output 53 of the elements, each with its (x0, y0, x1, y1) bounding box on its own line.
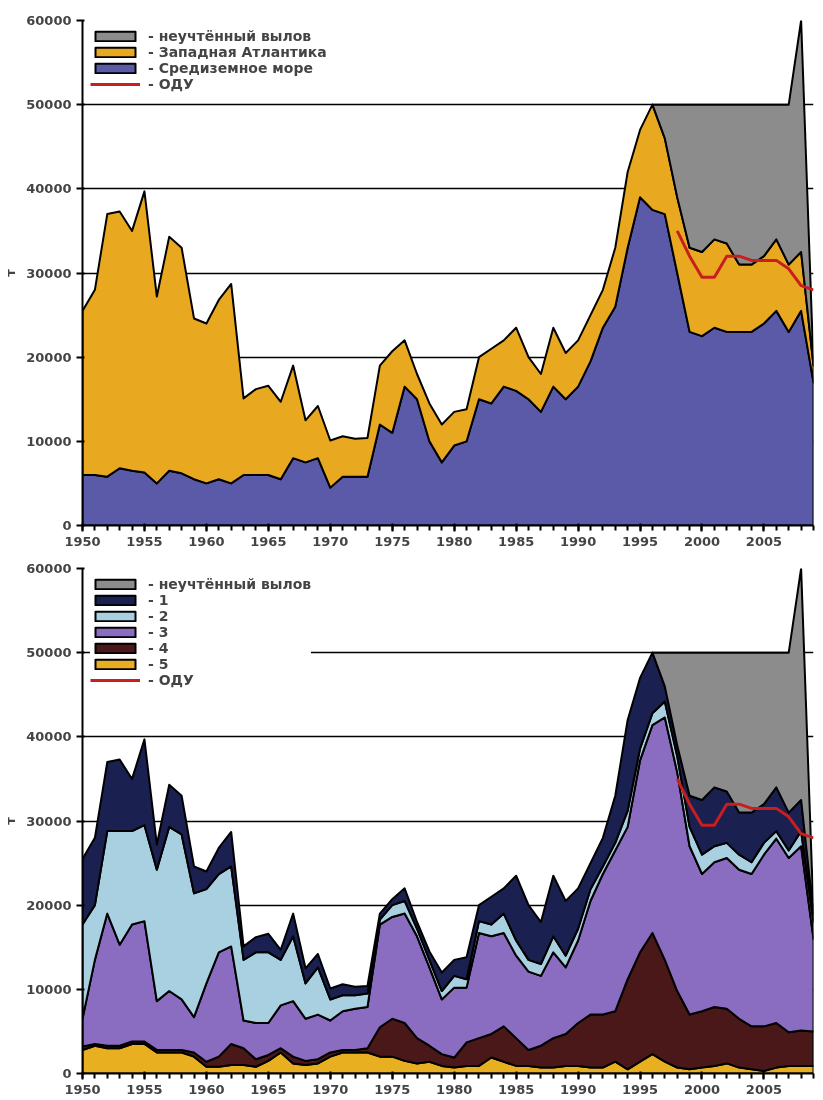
y-tick-label: 10000 (26, 981, 72, 997)
x-tick-label: 1990 (560, 1081, 597, 1097)
x-tick-label: 2005 (745, 1081, 783, 1097)
x-tick-label: 1955 (126, 1081, 163, 1097)
x-tick-label: 1960 (188, 1081, 225, 1097)
x-tick-label: 1970 (312, 1081, 349, 1097)
x-tick-label: 1985 (498, 1081, 535, 1097)
y-tick-label: 10000 (26, 433, 72, 449)
legend-label: - 3 (148, 624, 169, 640)
y-tick-label: 50000 (26, 97, 72, 113)
y-axis-title: т (3, 268, 19, 277)
x-tick-label: 1985 (498, 533, 535, 549)
y-tick-label: 40000 (26, 181, 72, 197)
x-tick-label: 1960 (188, 533, 225, 549)
legend-label: - 5 (148, 656, 169, 672)
legend-label: - 4 (148, 640, 169, 656)
legend-label: - 2 (148, 608, 169, 624)
y-tick-label: 30000 (26, 813, 72, 829)
x-tick-label: 1980 (436, 1081, 473, 1097)
legend-label: - неучтённый вылов (148, 28, 312, 44)
y-tick-label: 30000 (26, 265, 72, 281)
y-tick-label: 60000 (26, 561, 72, 576)
x-tick-label: 2005 (745, 533, 783, 549)
y-axis-title: т (3, 816, 19, 825)
y-tick-label: 50000 (26, 645, 72, 661)
legend-label: - неучтённый вылов (148, 576, 312, 592)
legend-label: - ОДУ (148, 76, 194, 92)
legend-label: - Западная Атлантика (148, 44, 327, 60)
y-tick-label: 20000 (26, 349, 72, 365)
line-series (675, 777, 814, 840)
line-series (675, 229, 814, 292)
x-tick-label: 1995 (621, 1081, 659, 1097)
x-tick-label: 1975 (374, 533, 411, 549)
legend-label: - 1 (148, 592, 169, 608)
y-tick-label: 20000 (26, 897, 72, 913)
x-tick-label: 2000 (683, 533, 721, 549)
y-tick-label: 40000 (26, 729, 72, 745)
x-tick-label: 1955 (126, 533, 163, 549)
y-tick-label: 0 (62, 1066, 72, 1081)
x-tick-label: 1950 (64, 1081, 101, 1097)
y-tick-label: 60000 (26, 13, 72, 28)
y-tick-label: 0 (62, 518, 72, 533)
x-tick-label: 1965 (250, 533, 287, 549)
x-tick-label: 1990 (560, 533, 597, 549)
x-tick-label: 1950 (64, 533, 101, 549)
legend-label: - ОДУ (148, 672, 194, 688)
x-tick-label: 2000 (683, 1081, 721, 1097)
x-tick-label: 1980 (436, 533, 473, 549)
legend-label: - Средиземное море (148, 60, 313, 76)
x-tick-label: 1965 (250, 1081, 287, 1097)
x-tick-label: 1970 (312, 533, 349, 549)
x-tick-label: 1995 (621, 533, 659, 549)
x-tick-label: 1975 (374, 1081, 411, 1097)
